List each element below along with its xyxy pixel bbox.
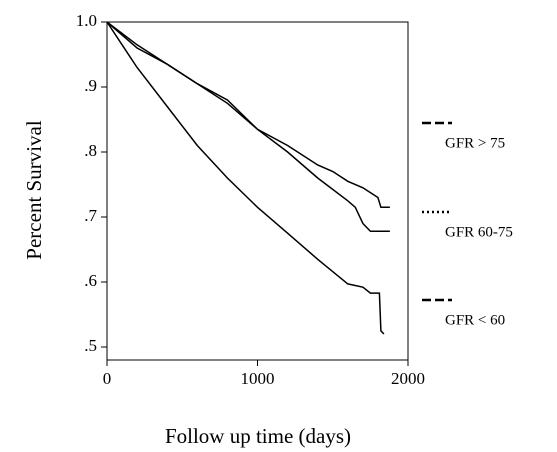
y-tick-label: .9 xyxy=(84,76,97,95)
y-tick-label: .6 xyxy=(84,271,97,290)
survival-curve xyxy=(106,21,390,209)
x-tick-label: 1000 xyxy=(241,369,275,388)
y-tick-label: .5 xyxy=(84,336,97,355)
y-axis-title: Percent Survival xyxy=(22,120,46,260)
survival-curve xyxy=(106,21,385,335)
y-tick-label: .8 xyxy=(84,141,97,160)
survival-curve xyxy=(106,21,390,233)
x-axis-title: Follow up time (days) xyxy=(165,424,351,448)
legend-label: GFR < 60 xyxy=(445,312,505,328)
x-tick-label: 0 xyxy=(103,369,112,388)
y-tick-label: 1.0 xyxy=(76,11,97,30)
y-tick-label: .7 xyxy=(84,206,97,225)
x-tick-label: 2000 xyxy=(391,369,425,388)
legend-label: GFR > 75 xyxy=(445,135,505,151)
plot-frame xyxy=(106,21,409,361)
legend-label: GFR 60-75 xyxy=(445,224,513,240)
